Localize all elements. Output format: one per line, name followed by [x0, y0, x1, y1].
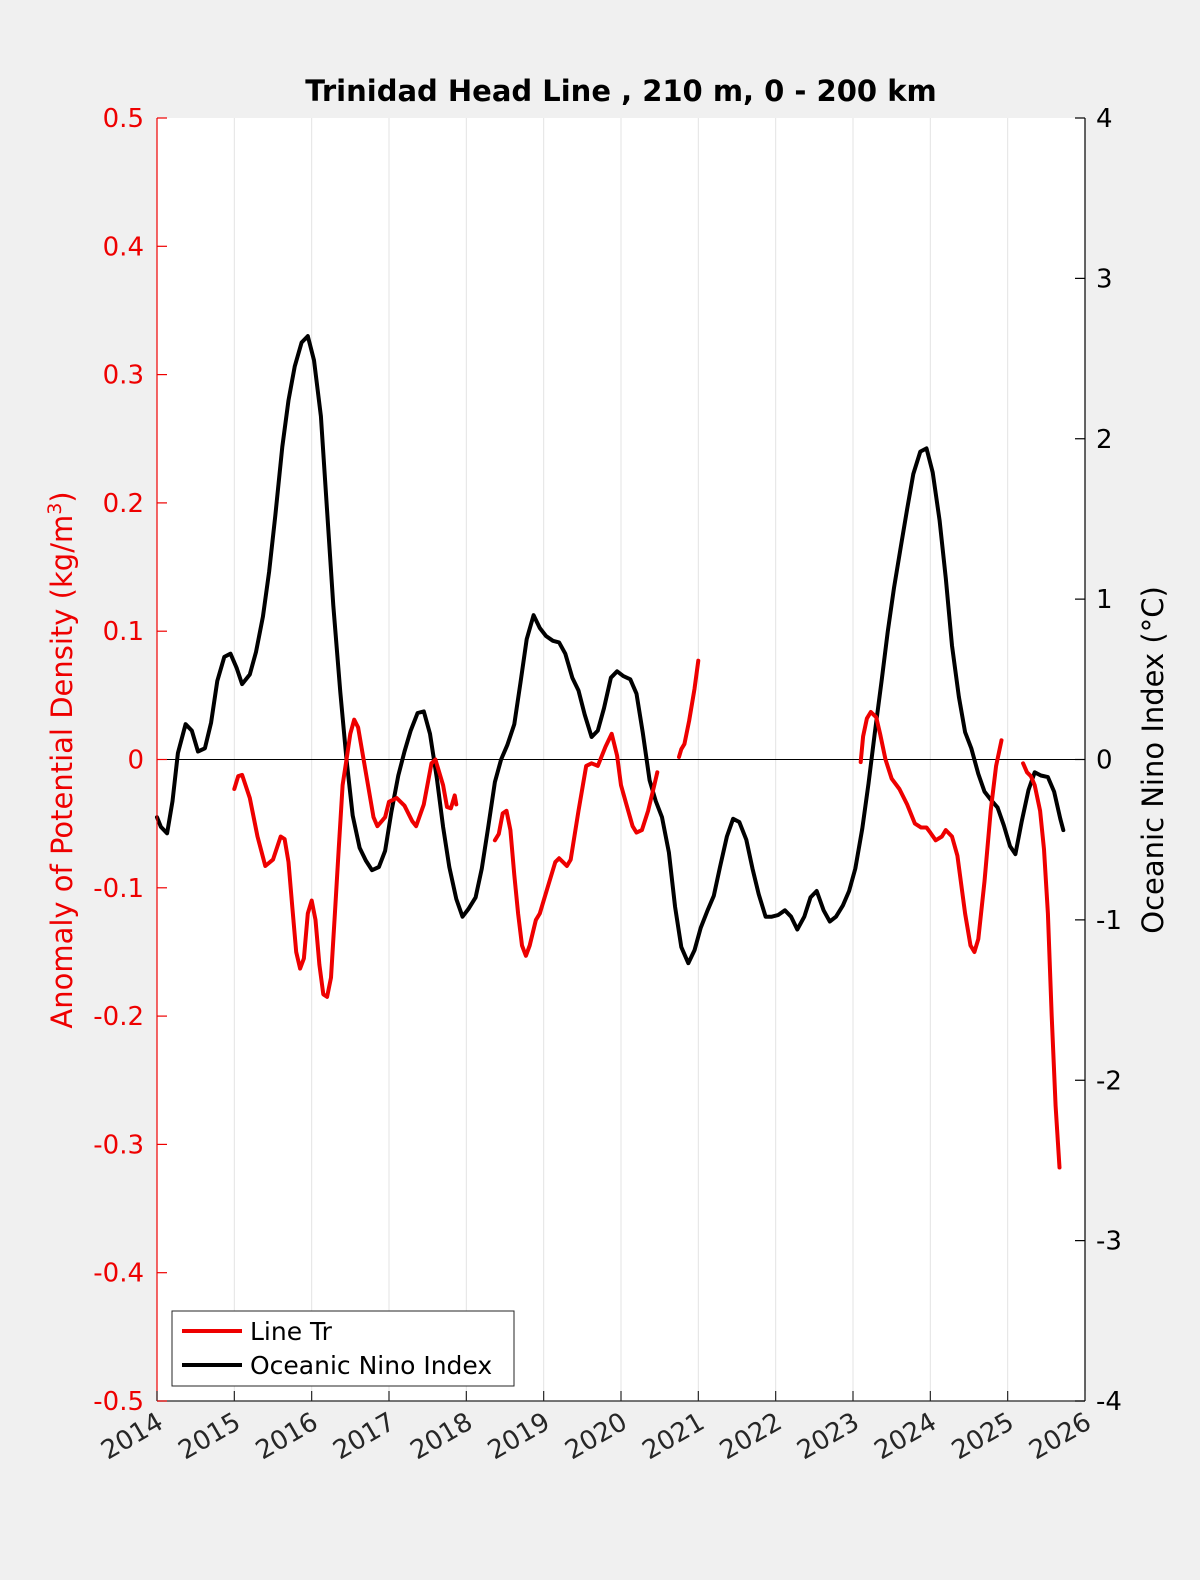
left-axis-label-main: Anomaly of Potential Density (kg/m	[45, 515, 79, 1029]
left-y-tick-label: 0	[127, 746, 144, 776]
chart-title: Trinidad Head Line , 210 m, 0 - 200 km	[305, 74, 936, 108]
right-y-tick-label: 4	[1096, 104, 1113, 134]
left-y-tick-label: 0.1	[103, 617, 144, 647]
left-y-tick-label: 0.4	[103, 232, 144, 262]
series-layer	[155, 334, 1066, 1170]
legend-label-oni: Oceanic Nino Index	[250, 1351, 492, 1380]
right-y-tick-label: -2	[1096, 1066, 1122, 1096]
left-y-tick-label: 0.5	[103, 104, 144, 134]
left-axis-label-close: )	[45, 491, 79, 502]
right-y-tick-label: 3	[1096, 264, 1113, 294]
right-y-tick-label: 0	[1096, 746, 1113, 776]
left-y-axis-ticks: -0.5 -0.4 -0.3 -0.2 -0.1 0 0.1 0.2 0.3 0.4 0.5	[93, 104, 167, 1417]
right-y-tick-label: -3	[1096, 1227, 1122, 1257]
series-line-tr-segment-4	[858, 710, 1004, 954]
series-line-tr-segment-1	[232, 717, 459, 999]
left-y-tick-label: -0.3	[93, 1130, 144, 1160]
left-y-tick-label: 0.3	[103, 361, 144, 391]
right-axis-label: Oceanic Nino Index (°C)	[1136, 586, 1170, 934]
right-y-tick-label: 1	[1096, 585, 1113, 615]
left-axis-label-superscript: 3	[44, 503, 66, 515]
left-y-tick-label: -0.1	[93, 874, 144, 904]
left-y-tick-label: 0.2	[103, 489, 144, 519]
right-y-tick-label: 2	[1096, 425, 1113, 455]
right-y-axis-ticks: -4 -3 -2 -1 0 1 2 3 4	[1075, 104, 1122, 1417]
series-line-tr-segment-3	[677, 658, 701, 759]
series-line-tr-segment-5	[1021, 761, 1062, 1170]
legend-box	[171, 1310, 515, 1387]
series-oceanic-nino-index-segment-1	[155, 334, 1066, 966]
left-axis-label: Anomaly of Potential Density (kg/m3)	[44, 491, 79, 1028]
right-y-tick-label: -4	[1096, 1387, 1122, 1417]
series-line-tr-segment-2	[492, 731, 660, 958]
left-y-tick-label: -0.4	[93, 1259, 144, 1289]
legend: Line Tr Oceanic Nino Index	[171, 1310, 515, 1387]
legend-label-line-tr: Line Tr	[250, 1317, 333, 1346]
right-y-tick-label: -1	[1096, 906, 1122, 936]
left-y-tick-label: -0.5	[93, 1387, 144, 1417]
left-y-tick-label: -0.2	[93, 1002, 144, 1032]
